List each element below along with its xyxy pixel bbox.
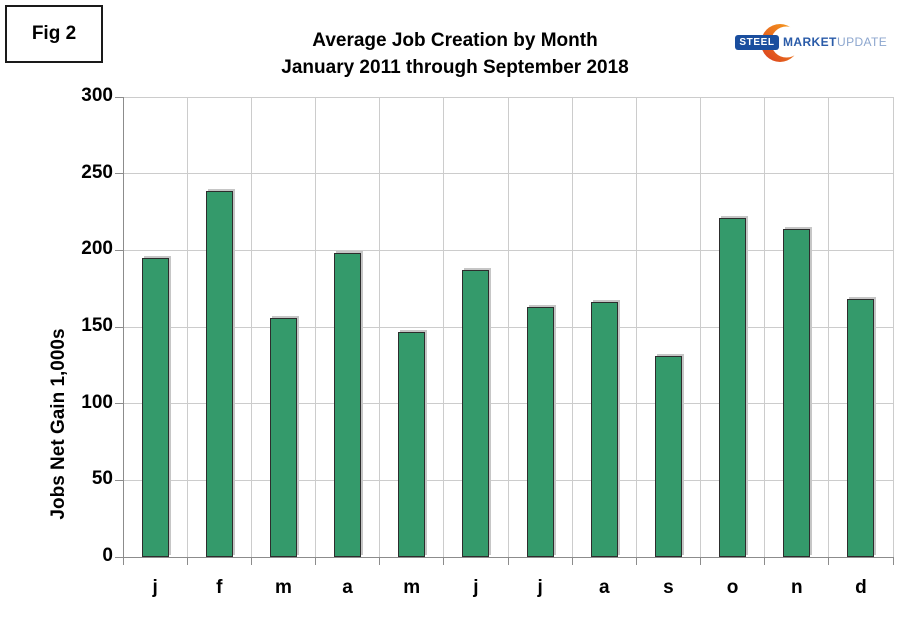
y-gridline: [123, 403, 893, 405]
y-tick-label: 200: [81, 238, 113, 260]
x-tick-label: a: [598, 577, 610, 598]
figure-label-box: Fig 2: [5, 5, 103, 63]
bar-month-j-7: [526, 307, 554, 557]
figure-label: Fig 2: [31, 23, 77, 44]
y-gridline: [123, 479, 893, 481]
bar-month-m-3: [269, 317, 297, 557]
x-gridline: [443, 97, 445, 557]
x-axis-tick: [315, 557, 316, 565]
x-axis-tick: [379, 557, 381, 565]
x-gridline: [507, 97, 509, 557]
x-axis-tick: [571, 557, 573, 565]
y-tick-label: 250: [81, 161, 113, 183]
y-axis-tick: [115, 403, 123, 405]
x-gridline: [571, 97, 573, 557]
x-tick-label: o: [726, 577, 739, 598]
y-gridline: [123, 96, 893, 98]
x-axis-tick: [122, 557, 124, 565]
bar-month-d-12: [847, 299, 875, 557]
x-gridline: [828, 97, 830, 557]
x-tick-label: j: [152, 577, 158, 598]
y-tick-label: 100: [81, 391, 113, 413]
y-axis-tick: [115, 326, 123, 328]
x-gridline: [186, 97, 188, 557]
x-axis-tick: [828, 557, 830, 565]
logo-steel-badge: STEEL: [735, 35, 779, 50]
y-axis-line: [122, 97, 124, 557]
x-axis-tick: [892, 557, 894, 565]
y-axis-tick: [115, 479, 123, 481]
bar-month-j-6: [462, 270, 490, 557]
y-gridline: [123, 173, 893, 175]
y-axis-title: Jobs Net Gain 1,000s: [48, 328, 69, 520]
y-gridline: [123, 326, 893, 328]
x-gridline: [892, 97, 894, 557]
x-tick-label: a: [342, 577, 353, 598]
x-axis-tick: [764, 557, 766, 565]
x-gridline: [250, 97, 252, 557]
bar-month-j-1: [141, 258, 169, 557]
y-axis-tick: [115, 96, 123, 98]
x-gridline: [635, 97, 637, 557]
plot-area: Jobs Net Gain 1,000s 0 50 100 150 200 250 300 j…: [48, 85, 894, 598]
x-tick-label: f: [216, 577, 223, 598]
x-axis-tick: [700, 557, 701, 565]
x-tick-label: j: [473, 577, 479, 598]
y-tick-label: 150: [81, 315, 113, 336]
x-gridline: [700, 97, 701, 557]
x-tick-label: n: [790, 577, 803, 598]
y-axis-tick: [115, 173, 123, 175]
y-tick-label: 50: [91, 468, 113, 490]
bar-month-f-2: [205, 190, 233, 557]
x-axis-tick: [507, 557, 509, 565]
x-tick-label: s: [663, 577, 674, 598]
x-axis-tick: [250, 557, 252, 565]
x-tick-label: m: [274, 577, 292, 598]
bar-month-a-4: [334, 253, 362, 557]
logo-update-text: UPDATE: [837, 35, 888, 49]
logo-steel-text: STEEL: [739, 37, 775, 48]
chart-title-line2: January 2011 through September 2018: [281, 57, 629, 78]
logo-market-text: MARKET: [783, 35, 837, 49]
bar-month-o-10: [719, 218, 747, 557]
x-tick-label: j: [537, 577, 543, 598]
x-axis-tick: [635, 557, 637, 565]
y-axis-tick: [115, 556, 123, 558]
x-axis-tick: [186, 557, 188, 565]
chart-title-block: Average Job Creation by Month January 20…: [0, 27, 910, 81]
x-tick-label: m: [403, 577, 421, 598]
x-gridline: [379, 97, 381, 557]
y-axis-tick: [115, 249, 123, 251]
y-tick-label: 300: [81, 85, 113, 106]
x-gridline: [764, 97, 766, 557]
chart-title-line1: Average Job Creation by Month: [312, 30, 598, 51]
x-axis-tick: [443, 557, 445, 565]
bar-month-n-11: [783, 228, 811, 557]
steel-market-update-logo: STEEL MARKET UPDATE: [733, 18, 893, 70]
crescent-swoosh-icon: [761, 24, 802, 62]
bar-month-a-8: [590, 302, 618, 557]
x-tick-label: d: [855, 577, 867, 598]
y-gridline: [123, 249, 893, 251]
y-tick-label: 0: [102, 545, 113, 566]
x-gridline: [315, 97, 316, 557]
bar-month-m-5: [398, 331, 426, 557]
bar-month-s-9: [654, 356, 682, 557]
